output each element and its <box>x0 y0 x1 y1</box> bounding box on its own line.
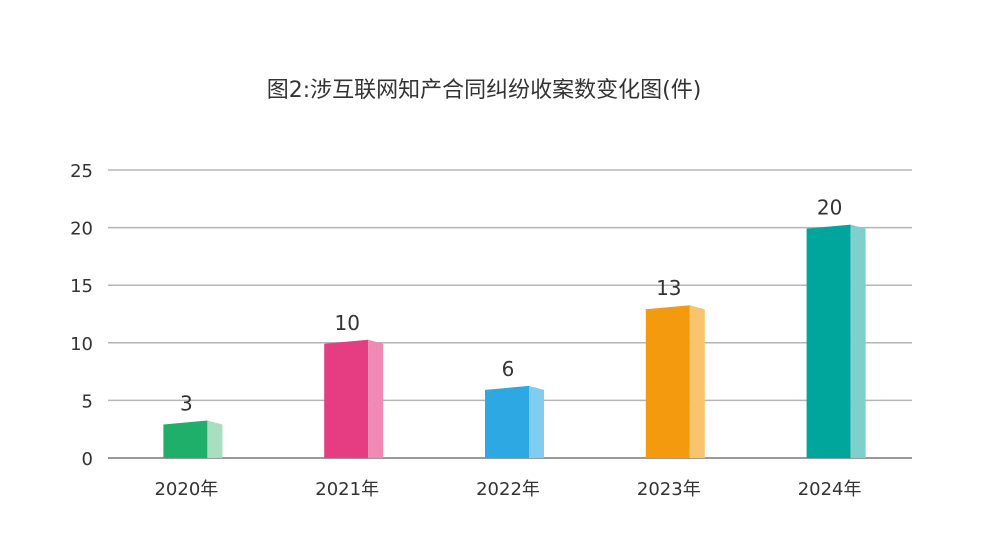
data-label-4: 13 <box>656 276 681 300</box>
x-tick-label-1: 2020年 <box>154 479 218 500</box>
data-labels: 3 10 6 13 20 <box>180 196 842 416</box>
x-tick-label-4: 2023年 <box>637 479 701 500</box>
grid-lines <box>108 169 912 459</box>
bar-front-5 <box>806 224 851 458</box>
data-label-3: 6 <box>502 357 515 381</box>
x-axis-ticks: 2020年 2021年 2022年 2023年 2024年 <box>154 479 861 500</box>
x-tick-label-2: 2021年 <box>315 479 379 500</box>
chart-title: 图2:涉互联网知产合同纠纷收案数变化图(件) <box>267 78 702 103</box>
bar-front-3 <box>485 385 529 458</box>
bar-side-4 <box>689 305 705 458</box>
x-tick-label-3: 2022年 <box>476 479 540 500</box>
bar-side-1 <box>207 420 223 458</box>
y-tick-label-10: 10 <box>70 334 93 355</box>
bar-side-3 <box>529 385 544 458</box>
y-tick-label-20: 20 <box>70 219 93 240</box>
x-tick-label-5: 2024年 <box>798 479 862 500</box>
y-tick-label-0: 0 <box>82 449 93 470</box>
data-label-5: 20 <box>817 196 842 220</box>
bars <box>163 224 866 458</box>
bar-side-2 <box>368 339 384 458</box>
bar-5 <box>806 224 866 458</box>
bar-4 <box>645 305 705 458</box>
bar-3 <box>485 385 544 458</box>
data-label-2: 10 <box>334 311 359 335</box>
bar-1 <box>163 420 223 458</box>
bar-front-2 <box>324 339 369 458</box>
bar-2 <box>324 339 384 458</box>
y-tick-label-15: 15 <box>70 276 93 297</box>
y-axis-ticks: 0 5 10 15 20 25 <box>70 161 93 470</box>
bar-front-4 <box>645 305 690 458</box>
y-tick-label-25: 25 <box>70 161 93 182</box>
bar-front-1 <box>163 420 208 458</box>
y-tick-label-5: 5 <box>82 391 93 412</box>
data-label-1: 3 <box>180 391 193 415</box>
bar-side-5 <box>850 224 866 458</box>
